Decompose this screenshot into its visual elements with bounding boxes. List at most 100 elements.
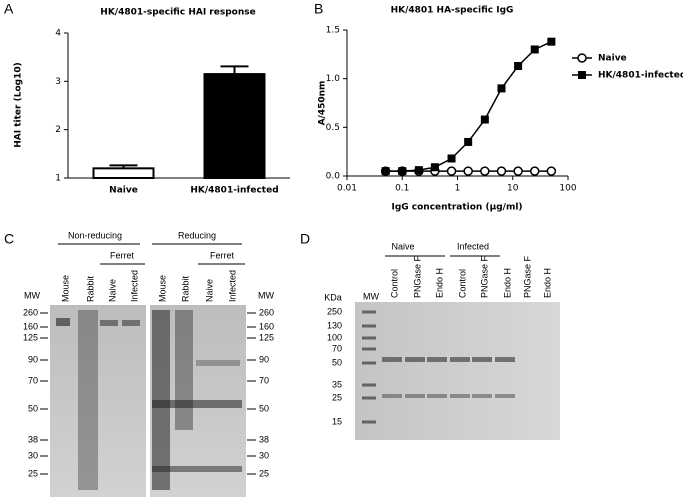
gel-label: 260 [23, 307, 38, 317]
gel-label: PNGase F [479, 255, 489, 298]
gel-label: 25 [259, 468, 269, 478]
point [446, 166, 457, 176]
panel-label: B [314, 1, 323, 17]
legend-label: Naive [598, 54, 627, 64]
error-bar [109, 164, 138, 169]
gel-label: 25 [332, 392, 342, 402]
band [472, 394, 492, 398]
gel-label: 70 [28, 375, 38, 385]
band [362, 336, 376, 340]
gel-label: Endo H [502, 268, 512, 298]
gel-image [50, 305, 146, 497]
band [495, 357, 515, 362]
band [362, 347, 376, 351]
gel-label: 30 [259, 450, 269, 460]
y-tick-label: 0.5 [326, 123, 340, 133]
band [427, 357, 447, 362]
gel-label: 125 [23, 332, 38, 342]
point [496, 166, 507, 176]
panel-label: C [4, 231, 14, 247]
band [175, 310, 193, 430]
band [427, 394, 447, 398]
gel-label: MW [363, 291, 379, 301]
gel-label: Naive [204, 279, 214, 302]
point [514, 62, 523, 71]
x-tick-label: HK/4801-infected [190, 186, 278, 196]
gel-label: 90 [259, 354, 269, 364]
error-bar [220, 65, 249, 75]
y-tick-label: 0.0 [326, 172, 341, 182]
y-tick-label: 1.0 [326, 74, 341, 84]
band [100, 320, 118, 326]
gel-label: Ferret [110, 250, 135, 260]
gel-label: MW [24, 290, 40, 300]
gel-label: Mouse [60, 275, 70, 302]
gel-label: 50 [28, 403, 38, 413]
gel-label: PNGase F [412, 255, 422, 298]
band [382, 394, 402, 398]
band [152, 400, 242, 408]
gel-label: 70 [259, 375, 269, 385]
y-axis-label: A/450nm [318, 81, 328, 126]
band [196, 360, 240, 366]
gel-label: 90 [28, 354, 38, 364]
band [472, 357, 492, 362]
gel-label: 38 [28, 434, 38, 444]
x-tick-label: 0.01 [337, 184, 357, 194]
gel-label: Mouse [157, 275, 167, 302]
gel-label: Naive [107, 279, 117, 302]
band [362, 396, 376, 400]
band [382, 357, 402, 362]
gel-label: MW [258, 290, 274, 300]
y-tick-label: 2 [55, 125, 61, 135]
legend-marker [578, 71, 586, 79]
gel-label: 125 [259, 332, 274, 342]
point [480, 166, 490, 176]
gel-label: Rabbit [180, 275, 190, 302]
gel-label: KDa [324, 292, 342, 302]
band [362, 361, 376, 365]
gel-label: PNGase F [522, 255, 532, 298]
gel-label: Endo H [542, 268, 552, 298]
point [530, 45, 539, 54]
chart-title: HK/4801-specific HAI response [100, 8, 255, 18]
band [405, 357, 425, 362]
gel-label: Infected [129, 270, 139, 302]
point [513, 166, 523, 176]
band [362, 420, 376, 424]
gel-image [355, 302, 560, 440]
point [480, 115, 489, 124]
bar [92, 167, 155, 179]
gel-label: 70 [332, 343, 342, 353]
y-tick-label: 1 [55, 174, 61, 184]
y-tick-label: 1.5 [326, 26, 340, 36]
band [450, 394, 470, 398]
gels: Non-reducing Reducing Ferret Ferret Mouse Rab… [23, 230, 560, 497]
gel-label: 15 [332, 416, 342, 426]
point [464, 137, 473, 146]
band [152, 466, 242, 472]
gel-label: 250 [327, 306, 342, 316]
x-tick-label: Naive [109, 186, 138, 196]
legend-marker [577, 53, 587, 63]
gel-label: 100 [327, 332, 342, 342]
panel-label: D [300, 231, 310, 247]
panel-label: A [4, 1, 14, 17]
bar [203, 73, 266, 179]
y-axis-label: HAI titer (Log10) [14, 62, 24, 147]
point [430, 163, 439, 172]
gel-label: 30 [28, 450, 38, 460]
gel-label: 160 [23, 321, 38, 331]
point [497, 84, 506, 93]
x-tick-label: 0.1 [395, 184, 409, 194]
gel-label: 35 [332, 379, 342, 389]
gel-label: Reducing [178, 230, 216, 240]
band [56, 318, 70, 326]
point [398, 167, 407, 176]
gel-label: 160 [259, 321, 274, 331]
gel-label: Naive [391, 241, 414, 251]
y-tick-label: 4 [55, 29, 61, 39]
band [362, 310, 376, 314]
point [414, 166, 423, 175]
